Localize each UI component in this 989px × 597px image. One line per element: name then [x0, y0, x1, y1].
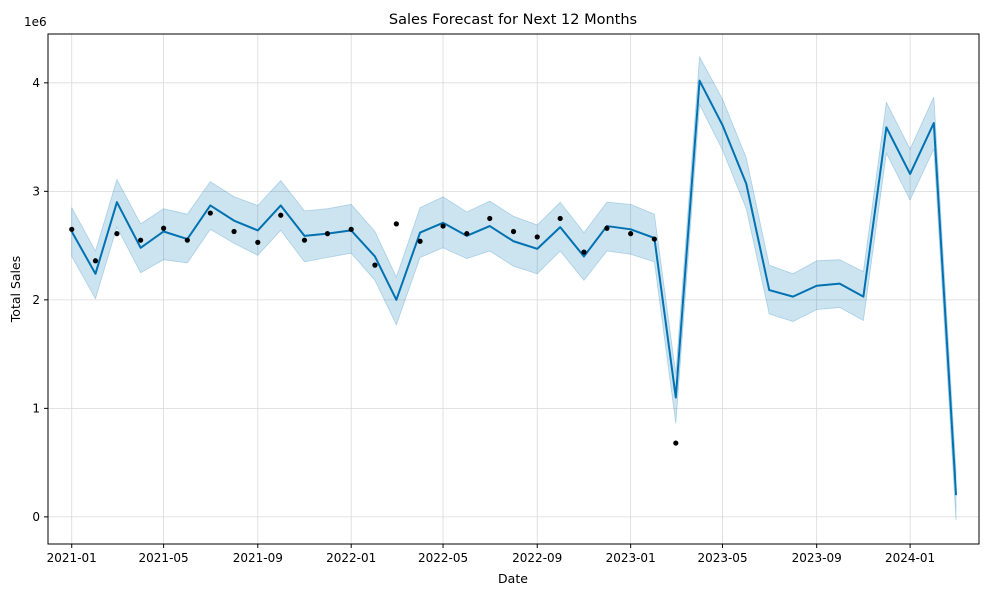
actual-data-point: [138, 237, 144, 243]
x-tick-label: 2021-09: [233, 551, 283, 565]
forecast-line-layer: [70, 79, 958, 496]
actual-data-point: [628, 231, 634, 237]
actual-data-point: [510, 228, 517, 235]
actual-data-point: [69, 226, 75, 232]
actual-data-point: [604, 225, 610, 231]
chart-title: Sales Forecast for Next 12 Months: [389, 12, 637, 28]
actual-data-point: [440, 223, 446, 229]
actual-data-point: [581, 249, 587, 255]
actual-data-point: [464, 231, 470, 237]
uncertainty-band: [71, 55, 957, 521]
actual-data-point: [372, 262, 378, 268]
actual-data-point: [324, 231, 331, 237]
x-tick-label: 2023-05: [697, 551, 747, 565]
x-tick-label: 2023-09: [792, 551, 842, 565]
y-offset-label: 1e6: [24, 15, 47, 29]
y-axis-label: Total Sales: [8, 256, 23, 323]
actual-data-point: [114, 231, 120, 237]
actual-data-point: [487, 215, 493, 222]
actual-data-point: [161, 225, 167, 231]
actual-data-point: [534, 234, 540, 240]
actual-data-point: [184, 237, 190, 243]
actual-data-point: [348, 226, 354, 232]
x-tick-label: 2023-01: [606, 551, 656, 565]
actual-data-point: [673, 440, 679, 446]
y-tick-label: 3: [32, 184, 40, 198]
actual-data-point: [393, 221, 399, 227]
x-tick-label: 2022-05: [418, 551, 468, 565]
actual-data-point: [255, 239, 261, 245]
forecast-line: [70, 79, 958, 496]
actual-data-point: [557, 215, 563, 222]
actual-data-point: [231, 228, 237, 235]
tick-layer: 2021-01 2021-05 2021-09 2022-01 2022-05 2022-…: [32, 76, 935, 565]
x-axis-label: Date: [498, 571, 528, 586]
x-tick-label: 2022-01: [326, 551, 376, 565]
x-tick-label: 2024-01: [885, 551, 935, 565]
y-tick-label: 2: [32, 293, 40, 307]
y-tick-label: 0: [32, 510, 40, 524]
actual-data-point: [301, 237, 308, 243]
y-tick-label: 4: [32, 76, 40, 90]
plot-frame: [47, 33, 980, 545]
grid-layer: [48, 34, 979, 544]
actual-data-point: [651, 236, 657, 242]
actual-data-point: [417, 238, 423, 244]
actual-points-layer: [69, 210, 679, 446]
actual-data-point: [278, 212, 284, 218]
x-tick-label: 2022-09: [512, 551, 562, 565]
actual-data-point: [92, 258, 99, 264]
uncertainty-band-layer: [71, 55, 957, 521]
y-tick-label: 1: [32, 401, 40, 415]
x-tick-label: 2021-01: [47, 551, 97, 565]
x-tick-label: 2021-05: [139, 551, 189, 565]
actual-data-point: [207, 210, 213, 216]
